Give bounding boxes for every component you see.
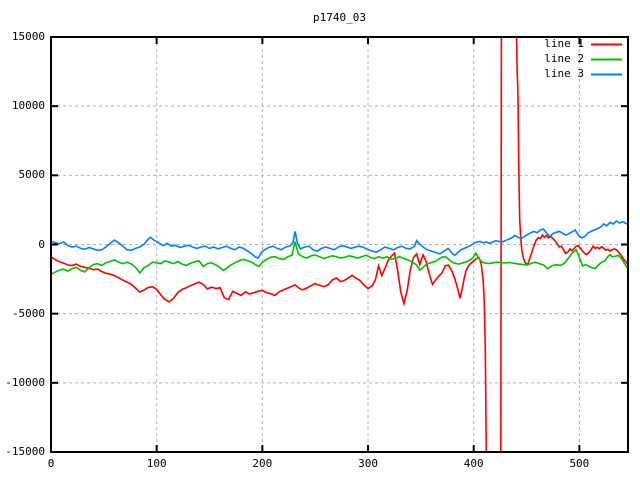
legend-entry-line3: line 3 [500,67,622,81]
y-tick-label: -15000 [5,445,45,458]
x-tick-label: 100 [146,457,167,470]
legend-line-sample [591,58,622,60]
x-tick-label: 0 [47,457,55,470]
legend-label: line 2 [544,52,584,65]
legend-entry-line2: line 2 [500,52,622,66]
series-line-2 [51,241,628,275]
series-line-3 [51,219,628,260]
y-tick-label: -10000 [5,375,45,389]
legend-entry-line1: line 1 [500,37,622,51]
y-tick-label: -5000 [11,306,45,320]
y-tick-label: 15000 [11,30,45,43]
chart-title: p1740_03 [313,11,366,24]
legend-line-sample [591,73,622,75]
y-tick-label: 0 [38,237,45,251]
x-tick-label: 500 [569,457,590,470]
y-tick-label: 5000 [18,168,46,182]
x-tick-label: 300 [358,457,378,470]
x-tick-label: 200 [252,457,273,470]
legend-label: line 1 [544,37,584,50]
x-tick-label: 400 [463,457,484,470]
legend-line-sample [591,43,622,45]
series-line-1 [51,37,628,452]
y-tick-label: 10000 [11,99,45,113]
legend-label: line 3 [544,67,584,80]
